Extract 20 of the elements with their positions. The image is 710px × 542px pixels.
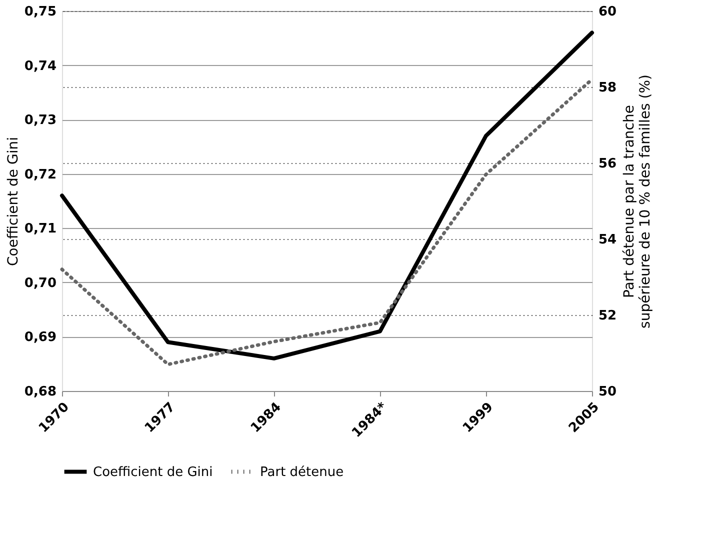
y-tick-label: 0,75 <box>24 4 56 20</box>
legend-label: Coefficient de Gini <box>93 464 213 480</box>
y-tick-label: 0,74 <box>24 58 56 74</box>
y-tick-label: 0,73 <box>24 113 56 128</box>
legend-label: Part détenue <box>260 464 344 480</box>
y-tick-label: 0,68 <box>24 384 56 400</box>
line-series <box>60 78 594 366</box>
y2-tick-label: 54 <box>598 232 617 248</box>
y2-tick-label: 56 <box>598 156 617 172</box>
y2-tick-label: 52 <box>598 308 617 324</box>
y-tick-label: 0,71 <box>24 222 56 237</box>
y2-axis-title: Part détenue par la tranche supérieure de 10 % des familles (%) <box>622 74 654 328</box>
y-axis-title: Coefficient de Gini <box>5 137 22 266</box>
y2-tick-label: 60 <box>598 4 617 20</box>
y2-tick-label: 50 <box>598 384 617 400</box>
y2-tick-label: 58 <box>598 80 617 96</box>
y-tick-label: 0,72 <box>24 167 56 182</box>
y-tick-label: 0,69 <box>24 330 56 346</box>
y-tick-label: 0,70 <box>24 276 56 291</box>
line-series <box>60 30 594 360</box>
